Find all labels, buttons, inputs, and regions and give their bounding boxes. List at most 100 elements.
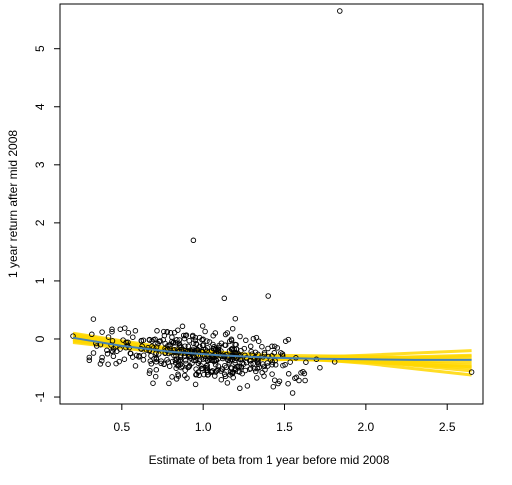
data-point: [166, 380, 172, 387]
data-point: [206, 339, 213, 345]
data-point: [280, 362, 286, 369]
data-point: [170, 340, 176, 346]
data-point: [148, 352, 154, 359]
data-point: [90, 350, 97, 356]
data-point: [243, 337, 249, 344]
data-point: [162, 340, 168, 347]
data-point: [190, 340, 197, 346]
data-point: [116, 358, 122, 365]
data-point: [175, 371, 181, 378]
data-point: [264, 360, 271, 366]
data-point: [127, 350, 134, 357]
data-point: [212, 346, 219, 352]
data-point: [228, 346, 235, 352]
data-point: [247, 343, 254, 350]
smooth-fit-line: [72, 336, 472, 361]
data-point: [161, 361, 167, 368]
data-point: [282, 338, 289, 344]
data-point: [156, 338, 163, 345]
data-point: [232, 359, 238, 366]
data-point: [89, 331, 95, 338]
data-point: [153, 359, 159, 365]
data-point: [237, 385, 243, 392]
data-point: [169, 334, 175, 340]
data-point: [158, 360, 164, 367]
data-point: [190, 237, 197, 244]
data-point: [172, 339, 179, 346]
data-point: [183, 360, 189, 367]
data-point: [215, 367, 221, 373]
data-point: [172, 360, 179, 366]
data-point: [240, 361, 247, 367]
data-point: [156, 351, 162, 357]
data-point: [176, 337, 183, 343]
y-axis-title: 1 year return after mid 2008: [6, 130, 20, 278]
data-point: [140, 337, 147, 343]
y-tick-label: -1: [33, 391, 47, 402]
data-point: [99, 329, 105, 335]
data-point: [235, 368, 241, 375]
data-point: [244, 383, 251, 389]
data-point: [302, 377, 308, 384]
data-point: [213, 356, 219, 363]
data-point: [171, 352, 177, 359]
data-point: [269, 361, 275, 368]
data-point: [175, 327, 181, 333]
data-point: [218, 376, 225, 383]
data-point: [289, 390, 296, 396]
data-point: [99, 354, 105, 361]
data-point: [86, 354, 93, 361]
data-point: [259, 343, 265, 350]
data-point: [265, 345, 271, 352]
data-point: [186, 364, 192, 370]
data-point: [122, 325, 128, 331]
data-point: [105, 334, 112, 340]
data-point: [337, 8, 343, 14]
data-point: [86, 357, 93, 364]
x-tick-label: 0.5: [113, 420, 130, 434]
data-point: [199, 323, 206, 329]
y-tick-label: 5: [33, 45, 47, 52]
data-point: [93, 343, 100, 349]
data-point: [285, 336, 292, 343]
data-point: [90, 316, 97, 322]
data-point: [179, 363, 185, 369]
data-point: [248, 361, 254, 367]
data-point: [210, 346, 217, 352]
data-point: [169, 374, 175, 380]
y-tick-label: 3: [33, 161, 47, 168]
data-point: [269, 371, 275, 377]
data-point: [287, 359, 293, 365]
data-point: [140, 357, 147, 363]
data-point: [110, 353, 117, 360]
plot-frame: [59, 3, 484, 405]
data-point: [161, 328, 167, 335]
data-point: [191, 357, 197, 364]
data-point: [222, 373, 229, 380]
y-tick-label: 0: [33, 335, 47, 342]
data-point: [278, 350, 284, 356]
data-point: [253, 368, 259, 375]
data-point: [229, 365, 235, 371]
data-point: [285, 371, 292, 377]
data-point: [229, 370, 236, 377]
data-point: [202, 328, 208, 335]
data-point: [182, 332, 189, 339]
y-tick-label: 2: [33, 219, 47, 226]
data-point: [259, 369, 265, 376]
data-point: [223, 364, 229, 371]
data-point: [165, 359, 171, 365]
data-point: [138, 337, 145, 344]
data-point: [97, 361, 104, 367]
data-point: [229, 325, 236, 332]
data-point: [133, 352, 140, 359]
data-point: [221, 295, 228, 302]
data-point: [317, 364, 323, 371]
data-point: [123, 339, 129, 346]
data-point: [109, 328, 115, 335]
data-point: [271, 343, 278, 350]
data-point: [182, 367, 188, 373]
